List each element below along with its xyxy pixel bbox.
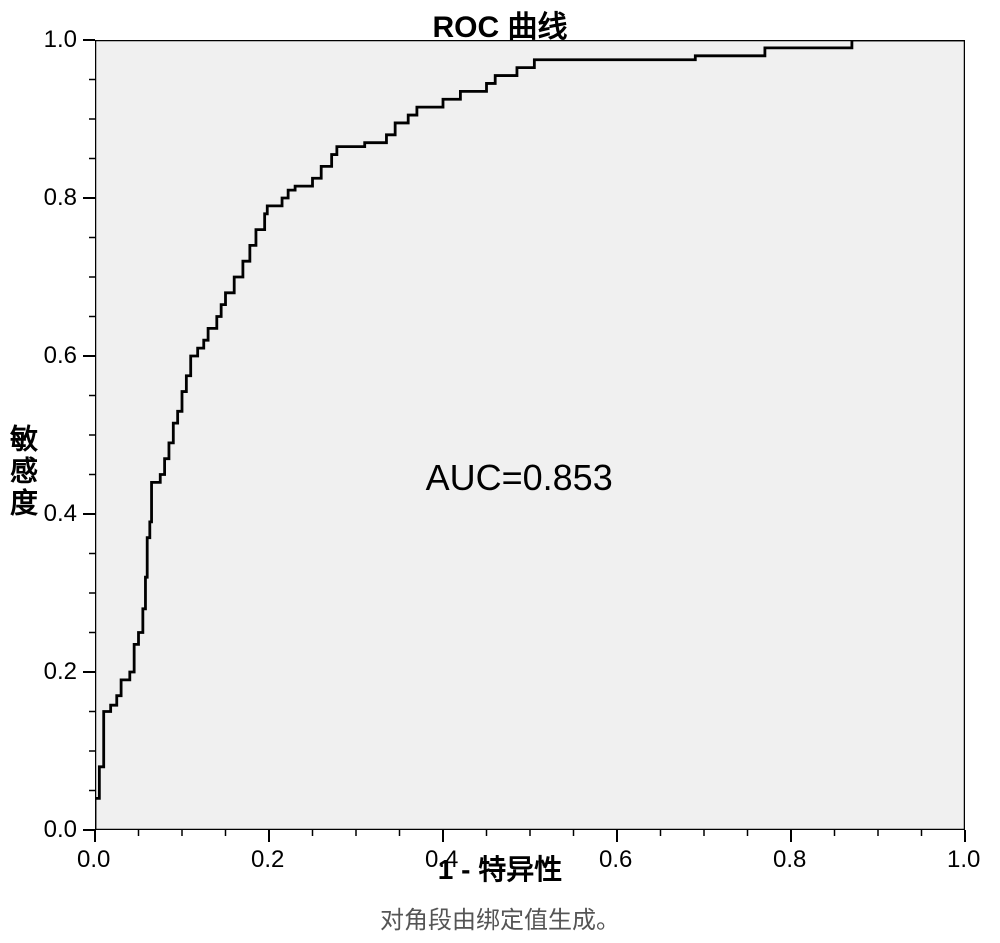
roc-chart: ROC 曲线 敏感度 AUC=0.853 1 - 特异性 对角段由绑定值生成。 … [0,0,1000,943]
tick-overlay [0,0,1000,943]
